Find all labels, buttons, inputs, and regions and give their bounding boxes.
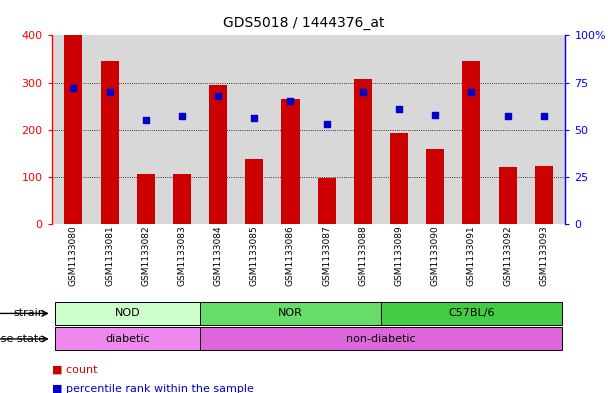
Bar (317, 178, 336, 224)
Bar (354, 79, 372, 224)
Text: C57BL/6: C57BL/6 (448, 309, 495, 318)
Bar (64, 35, 83, 224)
Text: GDS5018 / 1444376_at: GDS5018 / 1444376_at (223, 16, 385, 30)
Point (539, 113, 548, 119)
Text: non-diabetic: non-diabetic (346, 334, 416, 344)
Text: diabetic: diabetic (105, 334, 150, 344)
Point (503, 113, 513, 119)
Text: NOD: NOD (115, 309, 140, 318)
Bar (209, 85, 227, 224)
Point (394, 106, 404, 112)
Bar (499, 167, 517, 224)
Point (286, 98, 295, 105)
Bar (200, 327, 562, 351)
Text: NOR: NOR (278, 309, 303, 318)
Text: disease state: disease state (0, 334, 46, 344)
Bar (390, 133, 408, 224)
Bar (200, 302, 381, 325)
Bar (173, 174, 191, 224)
Point (69, 85, 78, 91)
Point (213, 93, 223, 99)
Bar (137, 174, 155, 224)
Text: strain: strain (14, 309, 46, 318)
Bar (245, 160, 263, 224)
Point (105, 89, 114, 95)
Bar (426, 149, 444, 224)
Point (430, 112, 440, 118)
Bar (534, 167, 553, 224)
Bar (55, 327, 200, 351)
Bar (55, 302, 200, 325)
Text: ■ percentile rank within the sample: ■ percentile rank within the sample (52, 384, 254, 393)
Point (177, 113, 187, 119)
Point (141, 117, 151, 123)
Point (358, 89, 368, 95)
Point (249, 115, 259, 121)
Point (466, 89, 476, 95)
Point (322, 121, 331, 127)
Text: ■ count: ■ count (52, 364, 97, 375)
Bar (381, 302, 562, 325)
Bar (462, 61, 480, 224)
Bar (100, 61, 119, 224)
Bar (282, 99, 300, 224)
